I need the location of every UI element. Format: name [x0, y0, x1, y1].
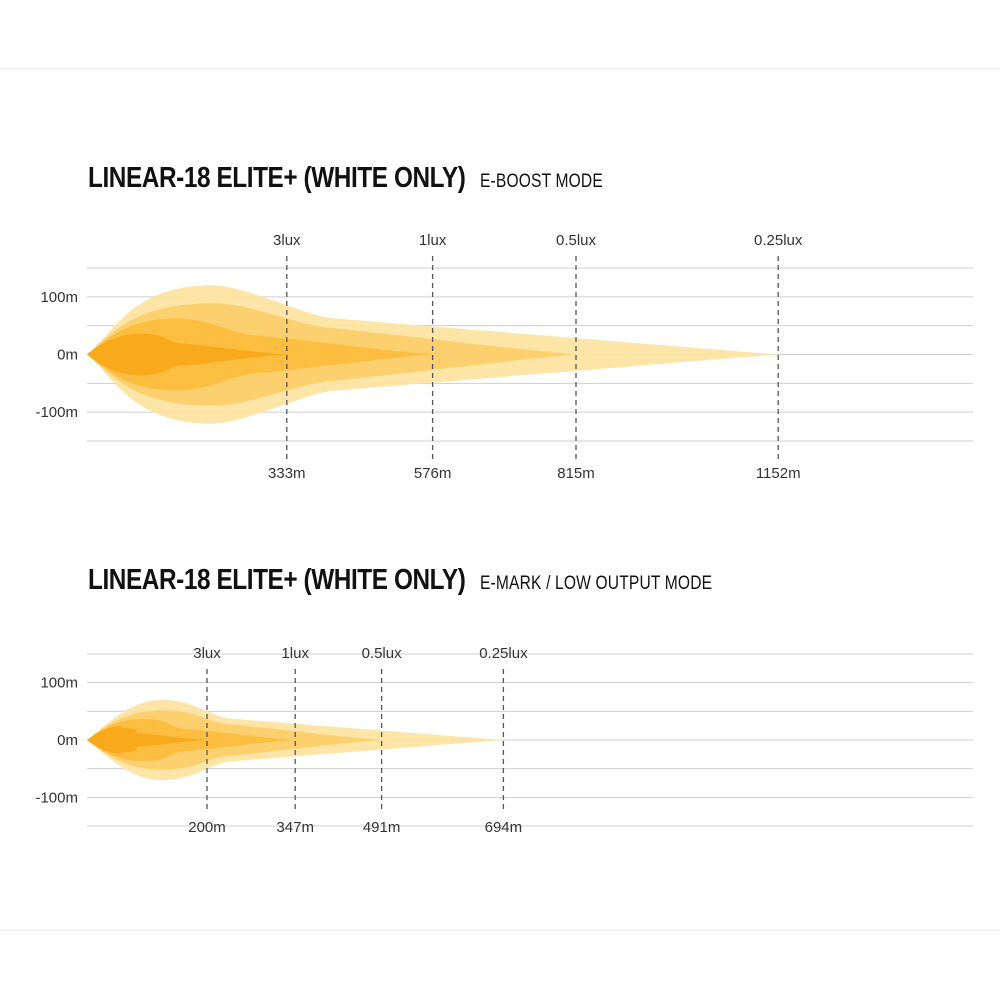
distance-label: 333m [268, 465, 306, 482]
distance-label: 1152m [756, 465, 801, 482]
distance-label: 815m [557, 465, 595, 482]
y-tick-label: 100m [40, 289, 78, 306]
y-tick-label: -100m [35, 404, 78, 421]
distance-label: 491m [363, 819, 401, 836]
chart-title-main: LINEAR-18 ELITE+ (WHITE ONLY) [88, 162, 466, 194]
chart-subtitle: E-BOOST MODE [479, 171, 603, 192]
y-tick-label: 0m [57, 347, 78, 364]
y-tick-label: 100m [40, 675, 78, 692]
distance-label: 200m [188, 819, 226, 836]
beam-lobe [87, 726, 207, 754]
lux-label: 1lux [281, 645, 309, 662]
bottom-divider [0, 930, 1000, 931]
distance-label: 694m [485, 819, 523, 836]
lux-label: 3lux [273, 232, 301, 249]
chart-subtitle: E-MARK / LOW OUTPUT MODE [479, 573, 712, 594]
y-tick-label: -100m [35, 789, 78, 806]
lux-label: 1lux [419, 232, 447, 249]
lux-label: 3lux [193, 645, 221, 662]
lux-label: 0.5lux [362, 645, 403, 662]
beam-lobe [87, 333, 287, 376]
chart-title-eboost: LINEAR-18 ELITE+ (WHITE ONLY) E-BOOST MO… [88, 162, 630, 195]
distance-label: 347m [276, 819, 314, 836]
lux-label: 0.25lux [754, 232, 803, 249]
lux-label: 0.25lux [479, 645, 528, 662]
y-tick-label: 0m [57, 732, 78, 749]
chart-title-emark: LINEAR-18 ELITE+ (WHITE ONLY) E-MARK / L… [88, 564, 763, 597]
chart-title-main: LINEAR-18 ELITE+ (WHITE ONLY) [88, 564, 466, 596]
lux-label: 0.5lux [556, 232, 597, 249]
distance-label: 576m [414, 465, 452, 482]
top-divider [0, 68, 1000, 69]
